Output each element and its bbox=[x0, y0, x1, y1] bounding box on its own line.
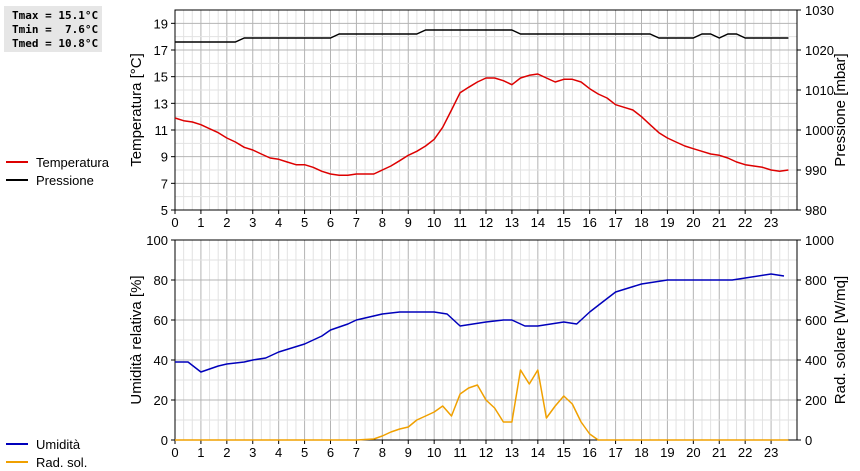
y-right-tick-label: 1000 bbox=[805, 123, 834, 138]
y-left-axis-label: Umidità relativa [%] bbox=[128, 275, 145, 404]
legend-item-pressure: Pressione bbox=[6, 171, 109, 189]
x-tick-label: 18 bbox=[634, 215, 648, 230]
series-line-umidit- bbox=[175, 273, 785, 373]
x-tick-label: 16 bbox=[582, 445, 596, 460]
series-line-pressione bbox=[175, 29, 789, 43]
x-tick-label: 21 bbox=[712, 215, 726, 230]
x-tick-label: 1 bbox=[197, 445, 204, 460]
y-right-tick-label: 400 bbox=[805, 353, 827, 368]
x-tick-label: 2 bbox=[223, 215, 230, 230]
y-left-tick-label: 5 bbox=[161, 203, 168, 218]
x-tick-label: 12 bbox=[479, 215, 493, 230]
y-right-tick-label: 600 bbox=[805, 313, 827, 328]
x-tick-label: 12 bbox=[479, 445, 493, 460]
y-right-tick-label: 1010 bbox=[805, 83, 834, 98]
x-tick-label: 10 bbox=[427, 445, 441, 460]
x-tick-label: 8 bbox=[379, 215, 386, 230]
x-tick-label: 11 bbox=[453, 445, 467, 460]
y-right-tick-label: 980 bbox=[805, 203, 827, 218]
x-tick-label: 20 bbox=[686, 215, 700, 230]
x-tick-label: 8 bbox=[379, 445, 386, 460]
legend-top: Temperatura Pressione bbox=[6, 153, 109, 189]
x-tick-label: 7 bbox=[353, 215, 360, 230]
stat-tmax: Tmax = 15.1°C bbox=[12, 9, 99, 22]
y-right-tick-label: 200 bbox=[805, 393, 827, 408]
x-tick-label: 14 bbox=[531, 215, 545, 230]
y-left-tick-label: 60 bbox=[154, 313, 168, 328]
y-right-tick-label: 1030 bbox=[805, 3, 834, 18]
y-left-tick-label: 13 bbox=[154, 96, 168, 111]
x-tick-label: 2 bbox=[223, 445, 230, 460]
x-tick-label: 20 bbox=[686, 445, 700, 460]
x-tick-label: 15 bbox=[557, 215, 571, 230]
x-tick-label: 13 bbox=[505, 215, 519, 230]
stats-box: Tmax = 15.1°C Tmin = 7.6°C Tmed = 10.8°C bbox=[4, 6, 102, 52]
x-tick-label: 16 bbox=[582, 215, 596, 230]
legend-label: Temperatura bbox=[36, 154, 109, 170]
legend-swatch bbox=[6, 161, 28, 163]
x-tick-label: 3 bbox=[249, 445, 256, 460]
x-tick-label: 22 bbox=[738, 215, 752, 230]
x-tick-label: 23 bbox=[764, 215, 778, 230]
weather-charts: 0 1 2 3 4 5 6 7 8 9 10 11 12 13 14 15 16 17 18 19 20 21 22 2357… bbox=[128, 3, 849, 460]
x-tick-label: 11 bbox=[453, 215, 467, 230]
x-tick-label: 4 bbox=[275, 445, 282, 460]
stat-tmin: Tmin = 7.6°C bbox=[12, 23, 99, 36]
y-left-tick-label: 40 bbox=[154, 353, 168, 368]
x-tick-label: 0 bbox=[171, 445, 178, 460]
x-tick-label: 18 bbox=[634, 445, 648, 460]
y-right-tick-label: 800 bbox=[805, 273, 827, 288]
y-left-tick-label: 80 bbox=[154, 273, 168, 288]
x-tick-label: 6 bbox=[327, 445, 334, 460]
y-right-tick-label: 1000 bbox=[805, 233, 834, 248]
legend-item-humidity: Umidità bbox=[6, 435, 87, 453]
series-line-temperatura bbox=[174, 73, 789, 177]
y-right-axis-label: Rad. solare [W/mq] bbox=[832, 276, 849, 404]
y-left-tick-label: 20 bbox=[154, 393, 168, 408]
y-left-tick-label: 9 bbox=[161, 150, 168, 165]
stat-tmed: Tmed = 10.8°C bbox=[12, 37, 99, 50]
x-tick-label: 10 bbox=[427, 215, 441, 230]
y-left-tick-label: 0 bbox=[161, 433, 168, 448]
x-tick-label: 9 bbox=[405, 445, 412, 460]
y-left-axis-label: Temperatura [°C] bbox=[128, 53, 145, 167]
x-tick-label: 1 bbox=[197, 215, 204, 230]
x-tick-label: 7 bbox=[353, 445, 360, 460]
x-tick-label: 19 bbox=[660, 215, 674, 230]
x-tick-label: 9 bbox=[405, 215, 412, 230]
y-right-tick-label: 1020 bbox=[805, 43, 834, 58]
x-tick-label: 13 bbox=[505, 445, 519, 460]
x-tick-label: 5 bbox=[301, 215, 308, 230]
x-tick-label: 4 bbox=[275, 215, 282, 230]
x-tick-label: 15 bbox=[557, 445, 571, 460]
legend-swatch bbox=[6, 179, 28, 181]
y-left-tick-label: 19 bbox=[154, 16, 168, 31]
legend-swatch bbox=[6, 461, 28, 463]
x-tick-label: 19 bbox=[660, 445, 674, 460]
x-tick-label: 14 bbox=[531, 445, 545, 460]
y-right-axis-label: Pressione [mbar] bbox=[832, 53, 849, 166]
x-tick-label: 5 bbox=[301, 445, 308, 460]
y-left-tick-label: 17 bbox=[154, 43, 168, 58]
y-right-tick-label: 0 bbox=[805, 433, 812, 448]
x-tick-label: 3 bbox=[249, 215, 256, 230]
legend-label: Pressione bbox=[36, 172, 94, 188]
legend-swatch bbox=[6, 443, 28, 445]
x-tick-label: 0 bbox=[171, 215, 178, 230]
y-left-tick-label: 100 bbox=[146, 233, 168, 248]
x-tick-label: 22 bbox=[738, 445, 752, 460]
y-right-tick-label: 990 bbox=[805, 163, 827, 178]
legend-item-temperature: Temperatura bbox=[6, 153, 109, 171]
x-tick-label: 17 bbox=[608, 445, 622, 460]
y-left-tick-label: 7 bbox=[161, 176, 168, 191]
x-tick-label: 6 bbox=[327, 215, 334, 230]
x-tick-label: 21 bbox=[712, 445, 726, 460]
legend-label: Umidità bbox=[36, 436, 81, 452]
x-tick-label: 23 bbox=[764, 445, 778, 460]
series-line-rad-sol- bbox=[175, 369, 789, 441]
y-left-tick-label: 15 bbox=[154, 70, 168, 85]
x-tick-label: 17 bbox=[608, 215, 622, 230]
y-left-tick-label: 11 bbox=[155, 123, 169, 138]
